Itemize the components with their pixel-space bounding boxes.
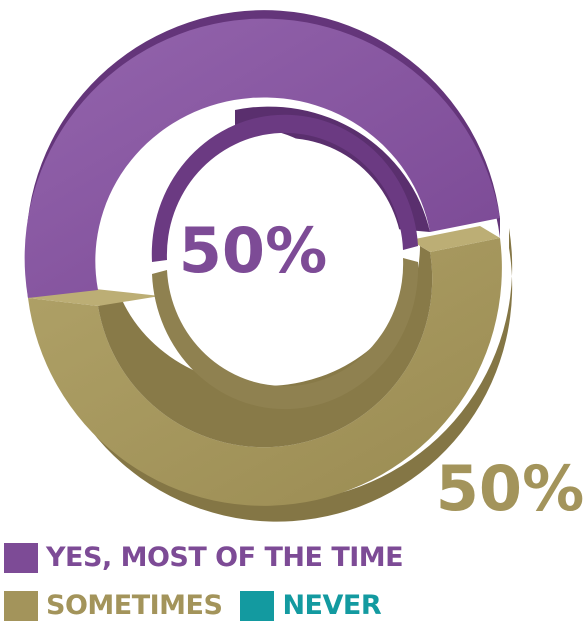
slice-sometimes-value-label: 50% (436, 452, 584, 525)
legend-swatch-never (240, 591, 275, 621)
legend-item-yes: YES, MOST OF THE TIME (4, 542, 404, 573)
legend-label-never: NEVER (282, 590, 382, 621)
slice-sometimes-cut-right (410, 226, 500, 252)
slice-yes-value-label: 50% (179, 214, 327, 287)
slice-sometimes (28, 238, 502, 506)
legend-label-sometimes: SOMETIMES (46, 590, 223, 621)
slice-sometimes-rim (152, 258, 419, 410)
donut-hole (167, 138, 403, 382)
legend-row-1: YES, MOST OF THE TIME (4, 543, 421, 573)
legend-item-sometimes: SOMETIMES (4, 590, 223, 621)
legend-label-yes: YES, MOST OF THE TIME (46, 542, 404, 573)
slice-sometimes-inner-wall (98, 246, 433, 448)
legend-row-2: SOMETIMES NEVER (4, 591, 399, 621)
slice-yes-rim (151, 114, 418, 262)
slice-yes (24, 18, 500, 299)
legend-swatch-yes (4, 543, 38, 573)
legend-item-never: NEVER (240, 590, 382, 621)
legend-swatch-sometimes (4, 591, 38, 621)
